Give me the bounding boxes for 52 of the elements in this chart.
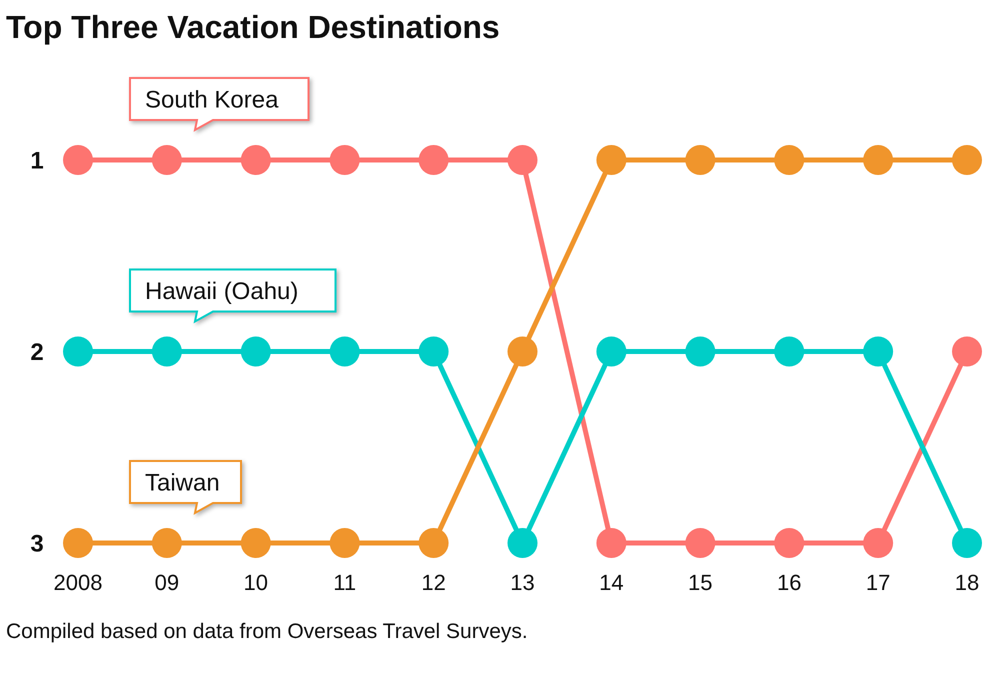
point (152, 528, 182, 558)
x-tick-label: 16 (776, 570, 802, 595)
point (863, 336, 894, 366)
point (508, 528, 538, 558)
x-tick-label: 11 (333, 570, 356, 595)
point (508, 145, 538, 175)
point (152, 336, 182, 366)
point (863, 528, 894, 558)
point (330, 145, 360, 175)
point (330, 528, 360, 558)
point (330, 336, 360, 366)
series-label: South Korea (145, 86, 280, 114)
point (418, 145, 449, 175)
point (863, 145, 894, 175)
point (952, 336, 982, 366)
point (418, 336, 449, 366)
point (152, 145, 182, 175)
y-tick-label: 3 (30, 530, 44, 558)
series-label: Hawaii (Oahu) (145, 278, 298, 305)
point (418, 528, 449, 558)
chart-title: Top Three Vacation Destinations (6, 9, 500, 45)
x-tick-label: 12 (421, 570, 446, 595)
point (685, 336, 716, 366)
point (685, 528, 716, 558)
point (685, 145, 716, 175)
point (63, 336, 93, 366)
point (596, 528, 626, 558)
point (952, 528, 982, 558)
point (596, 336, 626, 366)
text: Compiled based on data from Overseas Travel Surveys. (6, 620, 528, 643)
point (63, 145, 93, 175)
x-tick-label: 18 (954, 570, 980, 595)
point (63, 528, 93, 558)
point (508, 336, 538, 366)
x-tick-label: 14 (599, 570, 624, 595)
point (774, 336, 804, 366)
point (240, 528, 271, 558)
point (952, 145, 982, 175)
y-tick-label: 2 (30, 338, 44, 366)
series-label: Taiwan (145, 469, 220, 496)
x-tick-label: 15 (688, 570, 713, 595)
point (774, 528, 804, 558)
y-tick-label: 1 (30, 147, 44, 174)
x-tick-label: 17 (866, 570, 890, 595)
x-tick-label: 10 (244, 570, 268, 595)
point (240, 145, 271, 175)
x-tick-label: 09 (154, 570, 180, 595)
point (240, 336, 271, 366)
point (596, 145, 626, 175)
x-tick-label: 13 (510, 570, 535, 595)
x-tick-label: 2008 (54, 570, 102, 595)
point (774, 145, 804, 175)
